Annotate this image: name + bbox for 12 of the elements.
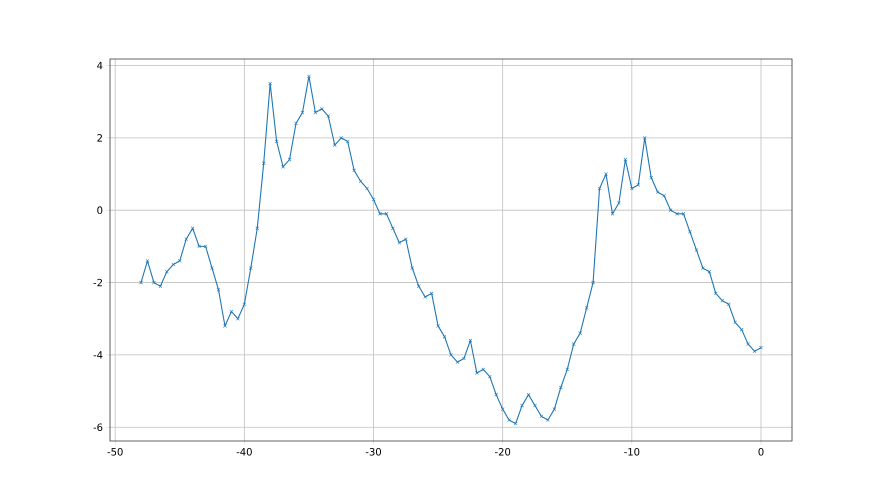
y-tick-label: 0 [97, 206, 102, 214]
y-tick-label: 4 [97, 62, 102, 70]
y-tick-label: 2 [97, 134, 102, 142]
x-tick-label: -50 [107, 448, 123, 456]
y-tick-label: -2 [93, 278, 102, 286]
x-tick-label: 0 [758, 448, 764, 456]
x-tick-label: -30 [366, 448, 382, 456]
y-tick-label: -6 [93, 423, 102, 432]
x-tick-label: -10 [624, 448, 640, 456]
x-tick-label: -40 [236, 448, 252, 456]
y-tick-label: -4 [93, 351, 102, 359]
x-tick-label: -20 [494, 448, 510, 456]
